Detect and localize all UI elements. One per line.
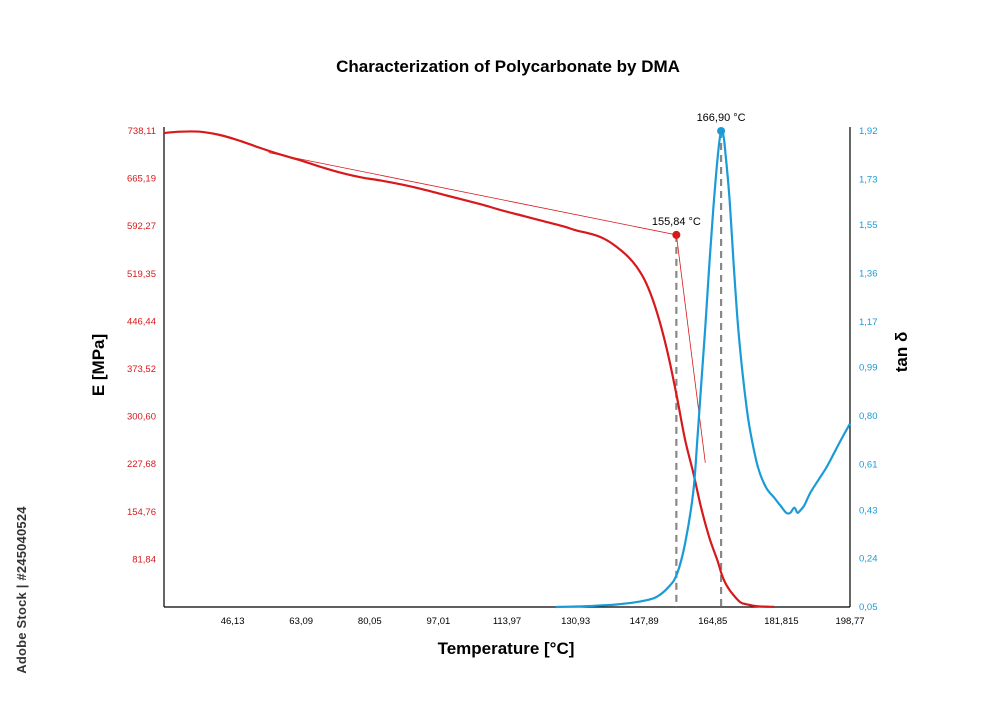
right-tick-label: 1,73 <box>859 174 878 185</box>
x-axis-title: Temperature [°C] <box>438 639 575 658</box>
left-tick-label: 154,76 <box>127 507 156 518</box>
right-tick-label: 1,17 <box>859 317 878 328</box>
tangent-line <box>268 152 677 236</box>
left-axis-title: E [MPa] <box>89 334 108 396</box>
right-tick-label: 0,43 <box>859 505 878 516</box>
x-tick-label: 46,13 <box>221 616 245 627</box>
left-tick-label: 519,35 <box>127 269 156 280</box>
series-layer <box>163 128 851 609</box>
right-tick-label: 1,36 <box>859 269 878 280</box>
chart-title: Characterization of Polycarbonate by DMA <box>336 57 680 76</box>
tan-delta-curve <box>555 128 851 609</box>
right-tick-label: 0,05 <box>859 602 878 613</box>
x-tick-label: 130,93 <box>561 616 590 627</box>
axes <box>163 127 851 608</box>
x-axis-ticks: 46,13 63,09 80,05 97,01 113,97 130,93 147,89 16… <box>221 616 865 627</box>
tangent-line <box>676 234 706 463</box>
x-tick-label: 147,89 <box>630 616 659 627</box>
markers-layer: 155,84 °C 166,90 °C <box>652 112 746 239</box>
right-tick-label: 1,92 <box>859 126 878 137</box>
left-tick-label: 300,60 <box>127 412 156 423</box>
right-tick-label: 0,80 <box>859 411 878 422</box>
x-tick-label: 80,05 <box>358 616 382 627</box>
x-tick-label: 113,97 <box>493 616 521 627</box>
left-tick-label: 81,84 <box>132 554 156 565</box>
right-axis-ticks: 1,92 1,73 1,55 1,36 1,17 0,99 0,80 0,61 0,43 0,24… <box>859 126 878 613</box>
left-tick-label: 665,19 <box>127 174 156 185</box>
left-axis-ticks: 738,11 665,19 592,27 519,35 446,44 373,52 300,… <box>127 126 156 565</box>
left-tick-label: 592,27 <box>127 221 156 232</box>
marker-point <box>672 230 681 239</box>
right-tick-label: 0,61 <box>859 459 878 470</box>
right-axis-title: tan δ <box>892 332 911 373</box>
left-tick-label: 373,52 <box>127 364 156 375</box>
dashed-guides <box>675 131 723 607</box>
x-tick-label: 198,77 <box>835 616 864 627</box>
left-tick-label: 446,44 <box>127 316 156 327</box>
x-tick-label: 164,85 <box>698 616 727 627</box>
x-tick-label: 181,815 <box>764 616 798 627</box>
marker-point <box>717 127 726 135</box>
right-tick-label: 0,24 <box>859 554 878 565</box>
stock-credit: Adobe Stock | #245040524 <box>14 506 29 674</box>
marker-label: 155,84 °C <box>652 216 701 228</box>
x-tick-label: 63,09 <box>289 616 313 627</box>
left-tick-label: 227,68 <box>127 459 156 470</box>
right-tick-label: 0,99 <box>859 363 878 374</box>
x-tick-label: 97,01 <box>427 616 451 627</box>
storage-modulus-curve <box>163 130 775 608</box>
left-tick-label: 738,11 <box>128 126 156 137</box>
marker-label: 166,90 °C <box>697 112 746 124</box>
right-tick-label: 1,55 <box>859 220 878 231</box>
